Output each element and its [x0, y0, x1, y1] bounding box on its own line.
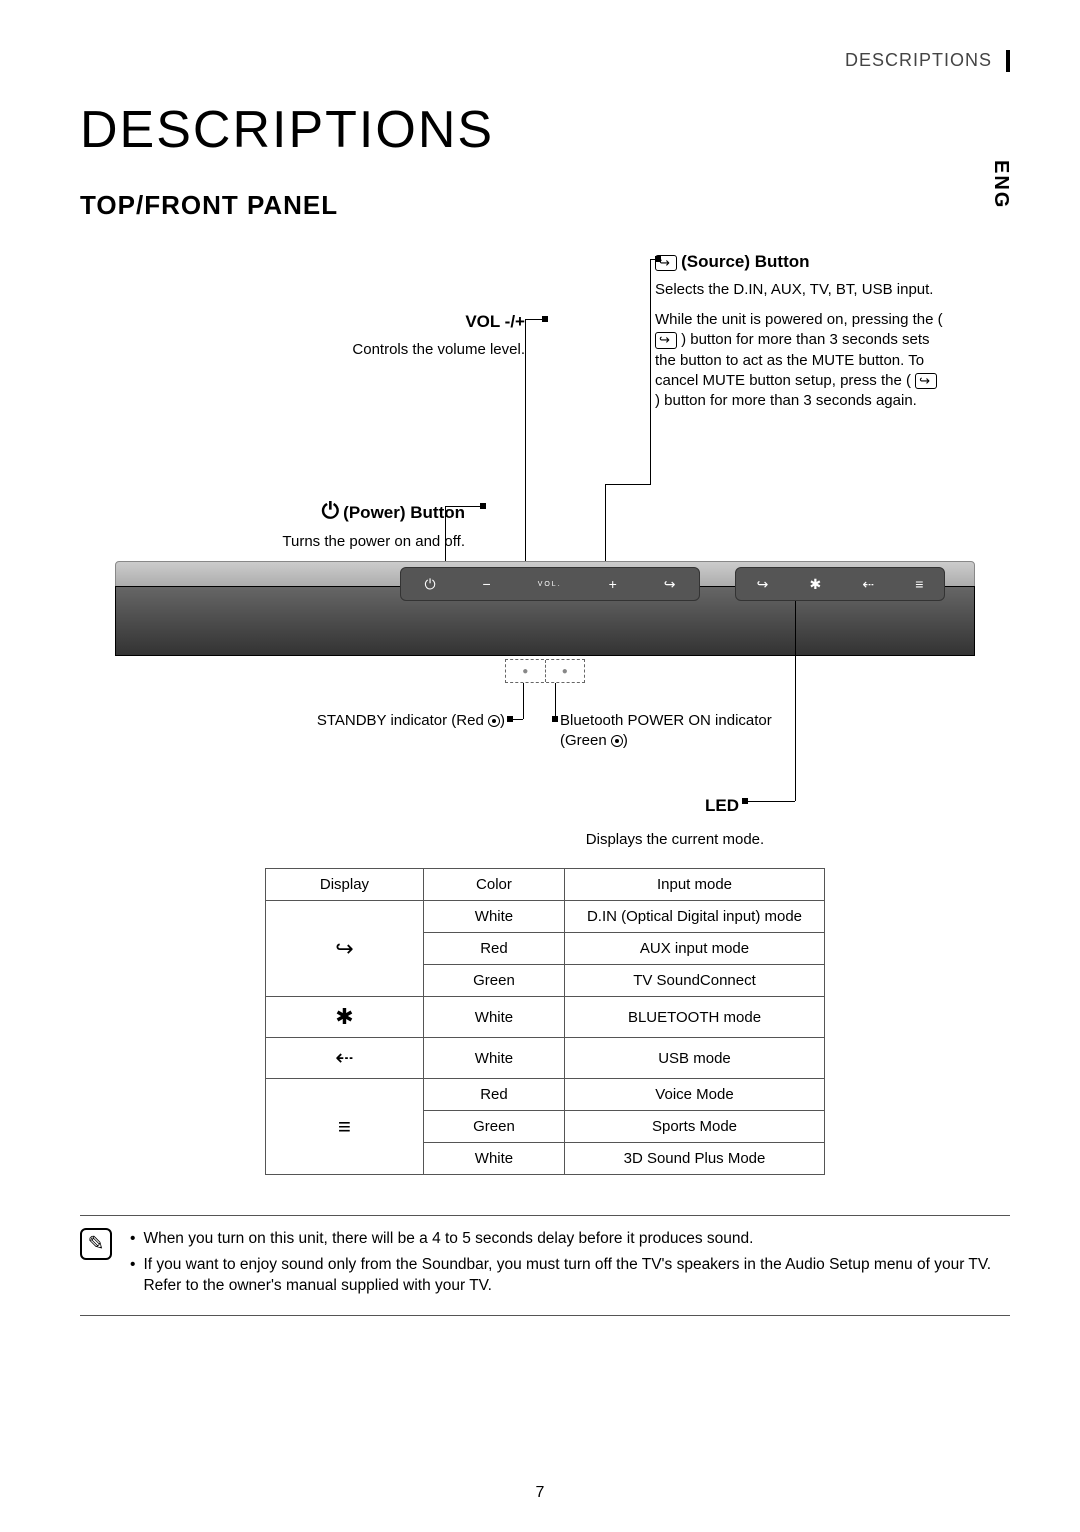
table-color: Red: [423, 933, 564, 965]
table-color: Green: [423, 1111, 564, 1143]
table-mode: Voice Mode: [565, 1079, 825, 1111]
table-row: ≡RedVoice Mode: [266, 1079, 825, 1111]
led-icon-usb: ⇠: [862, 576, 874, 593]
source-label: (Source) Button: [681, 252, 809, 271]
callout-bluetooth: Bluetooth POWER ON indicator (Green ): [560, 711, 800, 752]
note-icon: ✎: [80, 1228, 112, 1260]
led-mode-table: Display Color Input mode ↪WhiteD.IN (Opt…: [265, 868, 825, 1175]
notes-section: ✎ When you turn on this unit, there will…: [80, 1228, 1010, 1301]
panel-minus-icon: −: [483, 576, 491, 592]
page-header: DESCRIPTIONS: [996, 50, 1010, 72]
notes-divider-bottom: [80, 1315, 1010, 1316]
table-header-display: Display: [266, 869, 424, 901]
table-display-icon: ⇠: [266, 1038, 424, 1079]
page-title: DESCRIPTIONS: [80, 100, 1010, 160]
table-display-icon: ↪: [266, 901, 424, 997]
notes-list: When you turn on this unit, there will b…: [130, 1228, 1010, 1301]
vol-desc: Controls the volume level.: [325, 340, 525, 360]
language-tab: ENG: [989, 160, 1012, 209]
table-display-icon: ≡: [266, 1079, 424, 1175]
table-color: White: [423, 1143, 564, 1175]
red-dot-icon: [488, 715, 500, 727]
callout-standby: STANDBY indicator (Red ): [245, 711, 505, 731]
callout-power: ⏻ (Power) Button Turns the power on and …: [185, 496, 465, 552]
table-color: White: [423, 997, 564, 1038]
led-desc: Displays the current mode.: [80, 831, 1010, 848]
led-icon-source: ↪: [757, 576, 769, 593]
table-color: Green: [423, 965, 564, 997]
table-mode: D.IN (Optical Digital input) mode: [565, 901, 825, 933]
panel-source-icon: ↪: [664, 576, 676, 593]
notes-divider-top: [80, 1215, 1010, 1216]
source-desc1: Selects the D.IN, AUX, TV, BT, USB input…: [655, 280, 945, 300]
led-panel: ↪ ✱ ⇠ ≡: [735, 567, 945, 601]
indicator-box: ●●: [505, 659, 585, 683]
table-row: ⇠WhiteUSB mode: [266, 1038, 825, 1079]
table-header-mode: Input mode: [565, 869, 825, 901]
led-icon-mode: ≡: [915, 576, 923, 592]
panel-plus-icon: +: [609, 576, 617, 592]
led-label: LED: [705, 796, 739, 815]
table-color: White: [423, 1038, 564, 1079]
table-row: ✱WhiteBLUETOOTH mode: [266, 997, 825, 1038]
control-panel: ⏻ − VOL. + ↪: [400, 567, 700, 601]
power-icon: ⏻: [322, 498, 339, 523]
source-desc2: While the unit is powered on, pressing t…: [655, 310, 945, 411]
table-header-row: Display Color Input mode: [266, 869, 825, 901]
callout-vol: VOL -/+ Controls the volume level.: [325, 311, 525, 360]
page-number: 7: [536, 1484, 545, 1502]
table-mode: BLUETOOTH mode: [565, 997, 825, 1038]
panel-vol-label: VOL.: [538, 581, 562, 588]
source-icon-inline1: ↪: [655, 332, 677, 348]
table-header-color: Color: [423, 869, 564, 901]
panel-power-icon: ⏻: [424, 576, 435, 593]
table-mode: 3D Sound Plus Mode: [565, 1143, 825, 1175]
table-color: Red: [423, 1079, 564, 1111]
power-desc: Turns the power on and off.: [185, 532, 465, 552]
table-mode: AUX input mode: [565, 933, 825, 965]
table-mode: USB mode: [565, 1038, 825, 1079]
led-icon-bluetooth: ✱: [809, 576, 821, 593]
table-color: White: [423, 901, 564, 933]
top-front-panel-diagram: ↪ (Source) Button Selects the D.IN, AUX,…: [145, 251, 945, 821]
table-display-icon: ✱: [266, 997, 424, 1038]
callout-source: ↪ (Source) Button Selects the D.IN, AUX,…: [655, 251, 945, 411]
table-row: ↪WhiteD.IN (Optical Digital input) mode: [266, 901, 825, 933]
note-item: When you turn on this unit, there will b…: [130, 1228, 1010, 1250]
green-dot-icon: [611, 735, 623, 747]
table-mode: Sports Mode: [565, 1111, 825, 1143]
vol-label: VOL -/+: [325, 311, 525, 334]
callout-led: LED: [705, 796, 739, 816]
table-mode: TV SoundConnect: [565, 965, 825, 997]
note-item: If you want to enjoy sound only from the…: [130, 1254, 1010, 1297]
source-icon-inline2: ↪: [915, 373, 937, 389]
header-section-label: DESCRIPTIONS: [845, 50, 992, 71]
section-title: TOP/FRONT PANEL: [80, 190, 1010, 221]
